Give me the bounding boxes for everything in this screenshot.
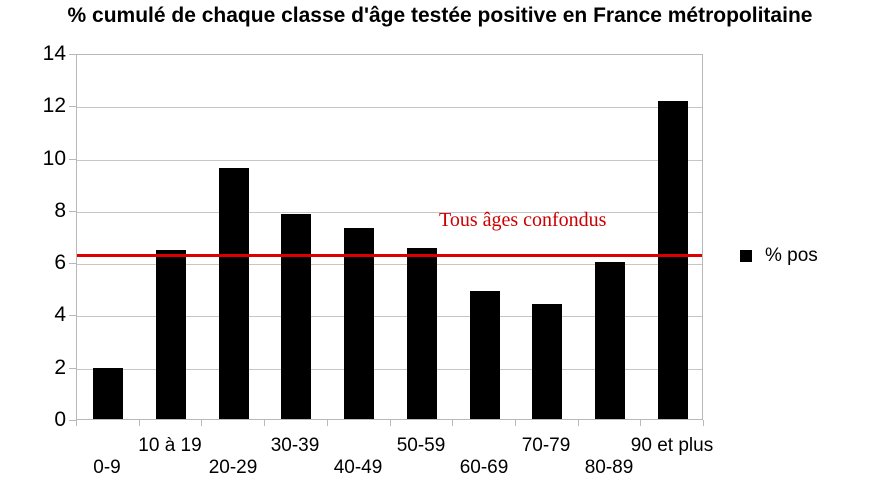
bar [281,214,311,419]
y-axis-tick [69,54,77,55]
y-axis-tick [69,159,77,160]
y-axis-tick [69,368,77,369]
y-axis-label: 12 [42,94,66,117]
y-axis-label: 0 [54,408,66,431]
gridline [77,264,702,265]
y-axis-tick [69,420,77,421]
chart-title: % cumulé de chaque classe d'âge testée p… [67,4,813,27]
legend: % pos [740,245,818,267]
x-axis-tick [578,420,579,426]
x-axis-tick [390,420,391,426]
x-axis-tick [264,420,265,426]
bar [470,291,500,419]
y-axis-tick [69,106,77,107]
y-axis-label: 2 [54,356,66,379]
gridline [77,369,702,370]
y-axis-tick [69,263,77,264]
gridline [77,316,702,317]
x-axis-tick [640,420,641,426]
x-axis-tick [452,420,453,426]
reference-line-label: Tous âges confondus [439,209,607,231]
gridline [77,212,702,213]
bar [156,250,186,419]
x-axis-label: 20-29 [208,457,258,478]
y-axis-label: 8 [54,199,66,222]
x-axis-label: 30-39 [270,435,320,456]
x-axis-label: 60-69 [459,457,509,478]
y-axis-tick [69,315,77,316]
x-axis-label: 40-49 [333,457,383,478]
bar [595,262,625,419]
bar [344,228,374,419]
y-axis-label: 4 [54,303,66,326]
legend-swatch-icon [740,250,752,262]
x-axis-label: 0-9 [93,457,121,478]
bar [407,248,437,419]
reference-line [77,254,702,257]
y-axis-label: 10 [42,147,66,170]
x-axis-tick [201,420,202,426]
legend-label: % pos [765,245,818,266]
y-axis-label: 6 [54,251,66,274]
x-axis-tick [76,420,77,426]
x-axis-tick [703,420,704,426]
bar [532,304,562,419]
x-axis-label: 70-79 [521,435,571,456]
x-axis-label: 80-89 [584,457,634,478]
x-axis-tick [139,420,140,426]
x-axis-label: 90 et plus [630,435,714,456]
bar [93,368,123,419]
plot-area: Tous âges confondus [76,54,703,420]
y-axis-label: 14 [42,42,66,65]
bar [219,168,249,419]
gridline [77,160,702,161]
y-axis-tick [69,211,77,212]
x-axis-tick [515,420,516,426]
x-axis-label: 10 à 19 [138,435,202,456]
gridline [77,107,702,108]
x-axis-tick [327,420,328,426]
bar [658,101,688,419]
x-axis-label: 50-59 [396,435,446,456]
